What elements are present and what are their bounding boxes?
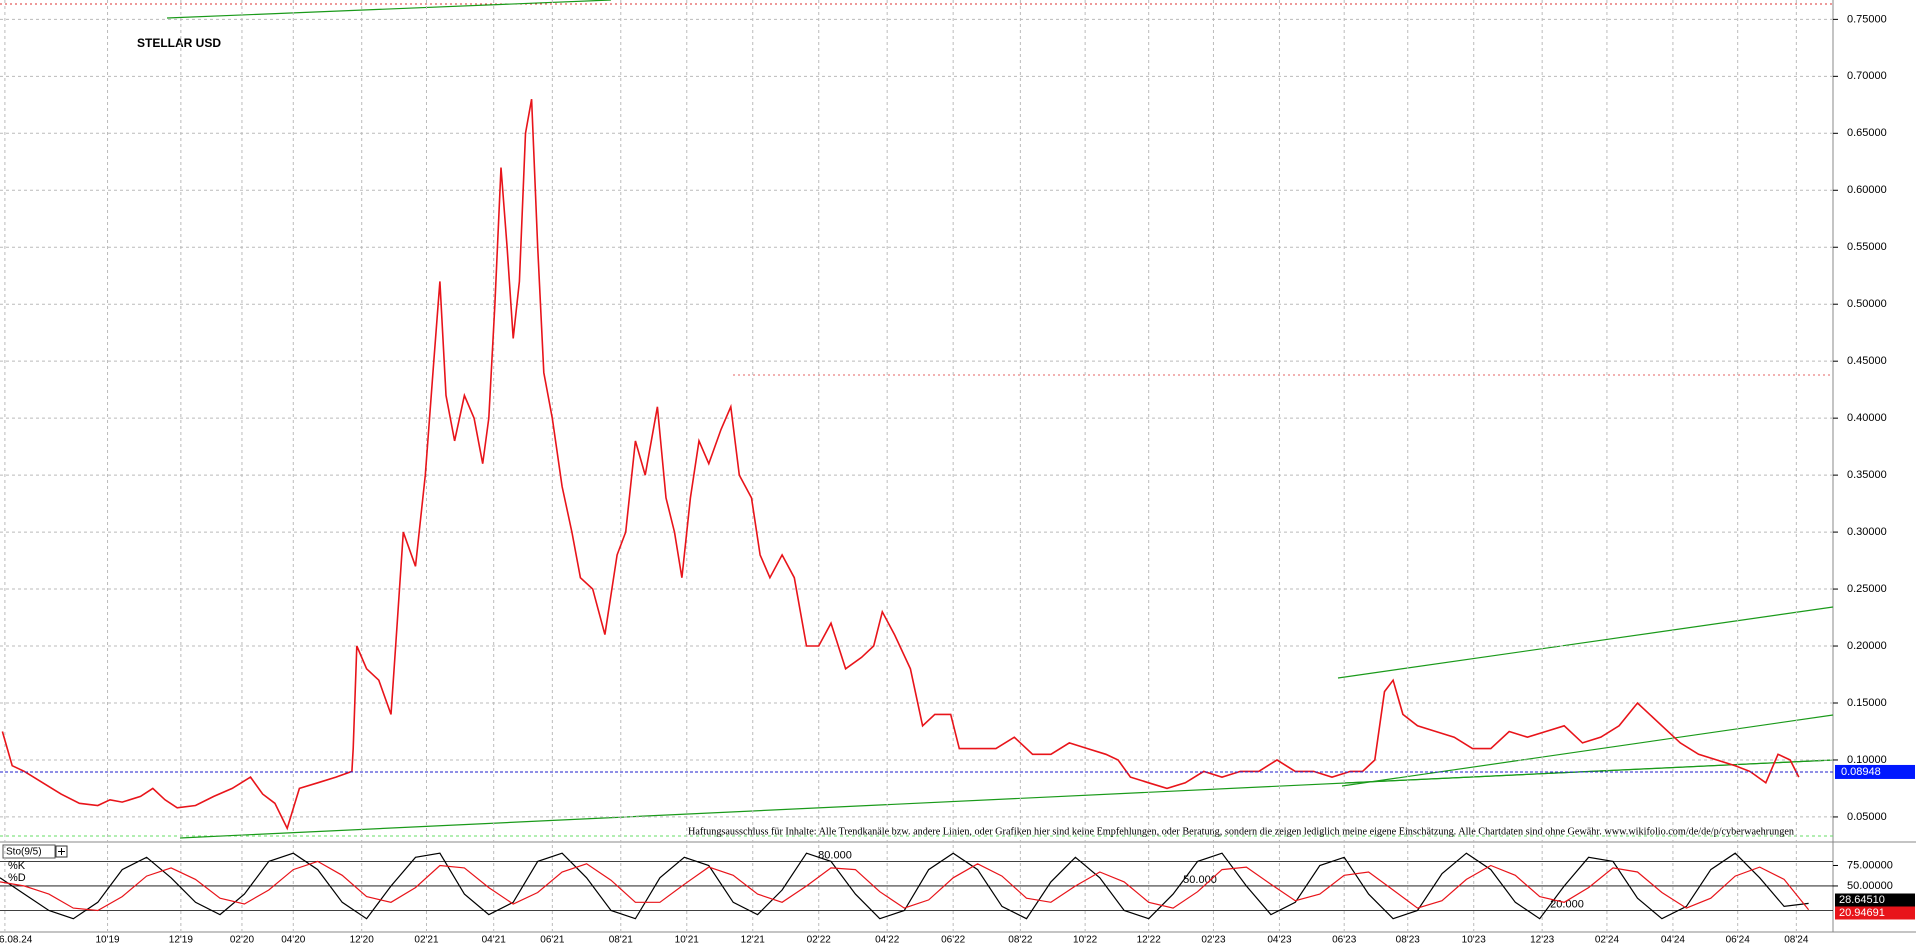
x-tick-label: 12'23 — [1530, 935, 1555, 946]
value-badge — [1835, 893, 1915, 907]
level-label: 80.000 — [818, 849, 852, 861]
x-tick-label: 02'22 — [807, 935, 832, 946]
y-tick-label: 50.00000 — [1847, 880, 1893, 892]
y-tick-label: 0.60000 — [1847, 184, 1887, 196]
chart-title: STELLAR USD — [137, 36, 221, 50]
y-tick-label: 0.15000 — [1847, 697, 1887, 709]
last-price-label: 0.08948 — [1841, 766, 1881, 778]
x-tick-label: 12'22 — [1137, 935, 1162, 946]
x-tick-label: 06'23 — [1332, 935, 1357, 946]
level-label: 50.000 — [1183, 874, 1217, 886]
x-tick-label: 06'24 — [1726, 935, 1751, 946]
trend-line — [1337, 606, 1834, 679]
y-tick-label: 0.45000 — [1847, 355, 1887, 367]
series-line — [1, 98, 1800, 831]
x-tick-label: 10'19 — [95, 935, 120, 946]
x-tick-label: 08'21 — [609, 935, 634, 946]
x-tick-label: 04'21 — [482, 935, 507, 946]
series-line — [0, 860, 1810, 912]
trend-line — [1341, 714, 1834, 787]
y-tick-label: 0.20000 — [1847, 640, 1887, 652]
y-tick-label: 0.65000 — [1847, 127, 1887, 139]
series-line — [0, 852, 1809, 920]
y-tick-label: 0.50000 — [1847, 298, 1887, 310]
y-tick-label: 0.25000 — [1847, 583, 1887, 595]
y-tick-label: 75.00000 — [1847, 859, 1893, 871]
x-tick-label: 12'20 — [350, 935, 375, 946]
x-tick-label: 06.08.24 — [0, 935, 33, 946]
x-tick-label: 08'23 — [1396, 935, 1421, 946]
y-tick-label: 0.75000 — [1847, 13, 1887, 25]
y-tick-label: 0.55000 — [1847, 241, 1887, 253]
x-tick-label: 10'22 — [1073, 935, 1098, 946]
y-tick-label: 0.10000 — [1847, 754, 1887, 766]
indicator-title: Sto(9/5) — [6, 847, 42, 858]
x-tick-label: 02'23 — [1201, 935, 1226, 946]
x-tick-label: 12'21 — [741, 935, 766, 946]
x-tick-label: 04'22 — [875, 935, 900, 946]
x-tick-label: 04'23 — [1267, 935, 1292, 946]
x-tick-label: 12'19 — [169, 935, 194, 946]
x-tick-label: 06'21 — [540, 935, 565, 946]
x-tick-label: 10'23 — [1462, 935, 1487, 946]
trend-line — [1343, 759, 1834, 784]
y-tick-label: 0.40000 — [1847, 412, 1887, 424]
x-tick-label: 08'22 — [1008, 935, 1033, 946]
trend-line — [166, 0, 612, 19]
disclaimer: Haftungsausschluss für Inhalte: Alle Tre… — [688, 826, 1794, 837]
plus-icon — [58, 848, 65, 855]
y-tick-label: 0.70000 — [1847, 70, 1887, 82]
value-badge-label: 28.64510 — [1839, 894, 1885, 906]
indicator-box — [2, 844, 56, 859]
y-tick-label: 0.05000 — [1847, 811, 1887, 823]
x-tick-label: 02'21 — [414, 935, 439, 946]
x-tick-label: 10'21 — [675, 935, 700, 946]
x-tick-label: 06'22 — [941, 935, 966, 946]
x-tick-label: 02'20 — [230, 935, 255, 946]
legend-entry: %K — [8, 860, 26, 872]
x-tick-label: 04'24 — [1661, 935, 1686, 946]
x-tick-label: 08'24 — [1784, 935, 1809, 946]
x-tick-label: 02'24 — [1595, 935, 1620, 946]
y-tick-label: 0.35000 — [1847, 469, 1887, 481]
value-badge-label: 20.94691 — [1839, 907, 1885, 919]
legend-entry: %D — [8, 872, 26, 884]
value-badge — [1835, 906, 1915, 920]
trend-lines — [166, 0, 1834, 839]
last-price-badge — [1835, 764, 1915, 779]
y-tick-label: 0.30000 — [1847, 526, 1887, 538]
x-tick-label: 04'20 — [281, 935, 306, 946]
